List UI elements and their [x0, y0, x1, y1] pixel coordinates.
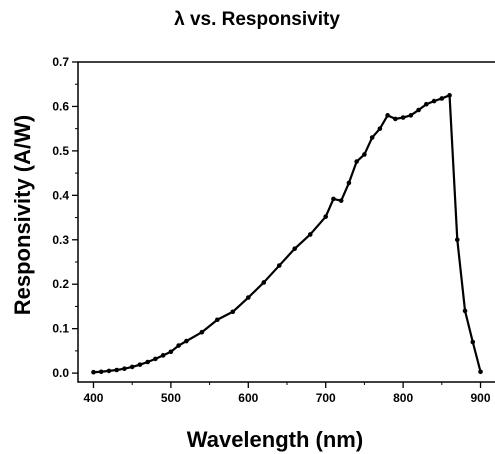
x-tick-label: 400	[83, 391, 103, 405]
data-point	[176, 343, 181, 348]
data-point	[160, 353, 166, 358]
data-point	[346, 180, 352, 186]
data-point	[307, 232, 313, 237]
data-point	[447, 93, 452, 98]
y-tick-label: 0.6	[52, 99, 69, 113]
data-point	[215, 317, 220, 323]
data-point	[424, 101, 429, 107]
data-point	[400, 115, 406, 120]
x-axis-label: Wavelength (nm)	[187, 427, 363, 452]
data-point	[199, 329, 205, 335]
data-point	[292, 246, 298, 251]
y-tick-label: 0.3	[52, 233, 69, 247]
y-tick-label: 0.1	[52, 322, 69, 336]
data-point	[478, 369, 483, 375]
data-point	[385, 113, 390, 118]
data-point	[106, 368, 112, 374]
y-tick-label: 0.2	[52, 277, 69, 291]
data-point	[369, 135, 375, 140]
x-tick-label: 900	[471, 391, 491, 405]
data-point	[276, 263, 282, 268]
data-point	[122, 366, 127, 371]
x-tick-label: 700	[316, 391, 336, 405]
data-point	[354, 159, 359, 164]
data-point	[261, 280, 267, 285]
x-tick-label: 600	[238, 391, 258, 405]
y-axis-ticks: 0.0 0.1 0.2 0.3 0.4 0.5 0.6 0.7	[52, 55, 78, 380]
data-point	[153, 356, 158, 362]
series-line	[93, 94, 482, 374]
data-point	[338, 198, 344, 203]
data-point	[168, 349, 174, 355]
data-point	[408, 113, 414, 118]
data-point	[91, 369, 96, 375]
data-point	[114, 367, 120, 373]
data-point	[323, 214, 329, 219]
y-axis-label: Responsivity (A/W)	[10, 115, 35, 315]
data-point	[331, 196, 336, 202]
x-axis-ticks: 400 500 600 700 800 900	[83, 382, 491, 405]
data-point	[454, 237, 460, 243]
data-point	[129, 364, 135, 370]
data-point	[377, 126, 383, 131]
plot-frame	[77, 61, 495, 383]
data-point	[470, 339, 476, 345]
y-tick-label: 0.7	[52, 55, 69, 69]
data-point	[462, 308, 468, 314]
data-point	[230, 309, 236, 315]
x-tick-label: 800	[393, 391, 413, 405]
y-tick-label: 0.4	[52, 188, 69, 202]
data-point	[439, 96, 445, 101]
data-point	[362, 152, 367, 157]
y-tick-label: 0.0	[52, 366, 69, 380]
chart-title: λ vs. Responsivity	[174, 9, 340, 30]
data-point	[431, 98, 437, 104]
data-point	[245, 295, 251, 300]
data-point	[98, 369, 104, 375]
x-tick-label: 500	[161, 391, 181, 405]
data-point	[184, 338, 189, 344]
y-tick-label: 0.5	[52, 144, 69, 158]
data-point	[137, 362, 143, 367]
data-point	[393, 116, 398, 122]
series-layer	[91, 93, 483, 375]
data-point	[416, 107, 421, 113]
data-point	[145, 359, 150, 365]
